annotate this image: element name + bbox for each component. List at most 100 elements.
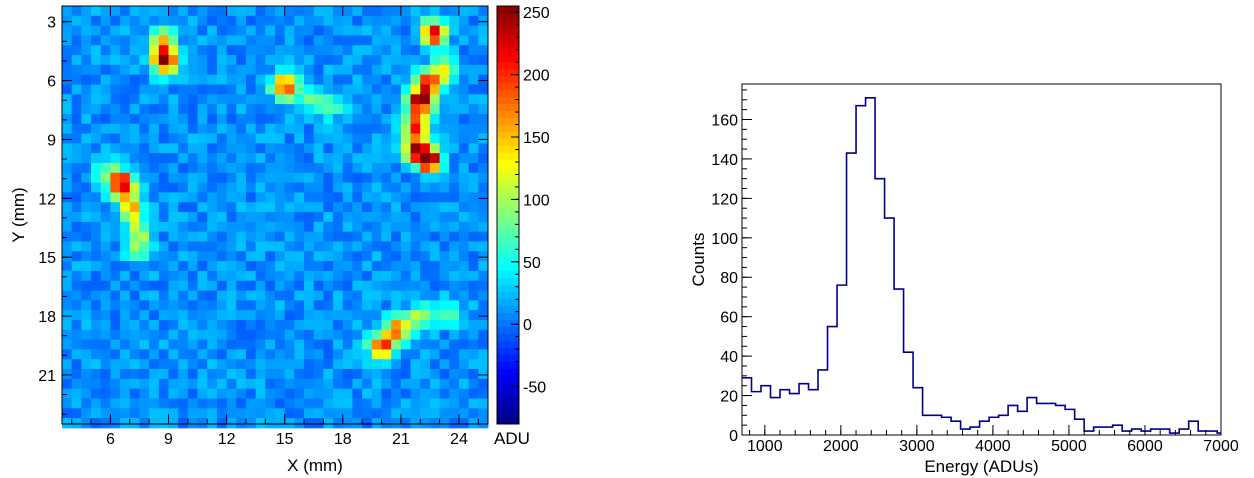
heatmap-cell xyxy=(62,241,73,252)
heatmap-cell xyxy=(449,329,460,341)
heatmap-cell xyxy=(323,162,334,174)
heatmap-y-axis-label: Y (mm) xyxy=(9,187,28,242)
heatmap-cell xyxy=(313,408,324,419)
heatmap-cell xyxy=(139,182,150,193)
heatmap-cell xyxy=(71,280,82,291)
heatmap-cell xyxy=(458,15,470,27)
heatmap-cell xyxy=(410,162,421,174)
heatmap-cell xyxy=(381,251,392,262)
heatmap-cell xyxy=(410,398,421,409)
heatmap-cell xyxy=(304,369,315,380)
heatmap-cell xyxy=(139,6,150,17)
heatmap-cell xyxy=(333,359,344,370)
heatmap-cell xyxy=(255,25,266,36)
heatmap-cell xyxy=(255,418,266,429)
heatmap-cell xyxy=(71,378,82,390)
heatmap-cell xyxy=(129,25,140,36)
heatmap-cell xyxy=(342,319,353,331)
heatmap-cell xyxy=(439,290,450,301)
heatmap-cell xyxy=(178,221,189,233)
heatmap-cell xyxy=(323,261,334,272)
heatmap-cell xyxy=(478,241,489,252)
heatmap-cell xyxy=(362,212,373,223)
heatmap-cell xyxy=(371,113,382,125)
heatmap-cell xyxy=(110,300,121,311)
heatmap-cell xyxy=(62,172,73,184)
heatmap-cell xyxy=(342,369,353,380)
heatmap-cell xyxy=(352,162,363,174)
heatmap-cell xyxy=(391,212,402,223)
heatmap-cell xyxy=(313,162,324,174)
heatmap-cell xyxy=(400,251,411,262)
heatmap-cell xyxy=(410,74,421,85)
heatmap-cell xyxy=(226,280,237,291)
histogram-y-tick-label: 100 xyxy=(711,231,738,248)
heatmap-cell xyxy=(236,133,247,144)
heatmap-cell xyxy=(207,349,218,360)
heatmap-cell xyxy=(323,64,334,76)
heatmap-cell xyxy=(352,143,363,154)
heatmap-cell xyxy=(62,15,73,27)
heatmap-cell xyxy=(362,104,373,115)
colorbar-segment xyxy=(497,382,519,390)
heatmap-cell xyxy=(352,202,363,213)
heatmap-cell xyxy=(187,388,198,399)
heatmap-cell xyxy=(478,192,489,203)
heatmap-cell xyxy=(245,74,257,85)
heatmap-cell xyxy=(236,182,247,193)
heatmap-cell xyxy=(100,300,111,311)
heatmap-cell xyxy=(71,113,82,125)
colorbar-segment xyxy=(497,47,519,56)
heatmap-cell xyxy=(304,349,315,360)
heatmap-cell xyxy=(410,64,421,76)
heatmap-cell xyxy=(284,418,295,429)
heatmap-cell xyxy=(468,6,479,17)
colorbar-segment xyxy=(497,277,519,286)
heatmap-cell xyxy=(410,192,421,203)
heatmap-cell xyxy=(168,113,179,125)
heatmap-cell xyxy=(207,270,218,282)
heatmap-cell xyxy=(265,123,276,134)
heatmap-cell xyxy=(284,280,295,291)
heatmap-cell xyxy=(168,55,179,66)
heatmap-cell xyxy=(216,270,227,282)
heatmap-cell xyxy=(139,35,150,46)
histogram-x-tick-label: 3000 xyxy=(899,438,935,455)
heatmap-cell xyxy=(371,35,382,46)
heatmap-cell xyxy=(255,35,266,46)
heatmap-cell xyxy=(275,408,286,419)
heatmap-cell xyxy=(100,212,111,223)
heatmap-cell xyxy=(226,94,237,105)
heatmap-cell xyxy=(81,94,92,105)
heatmap-cell xyxy=(371,231,382,242)
histogram-x-tick-label: 7000 xyxy=(1203,438,1239,455)
heatmap-cell xyxy=(478,45,489,56)
heatmap-cell xyxy=(255,45,266,56)
heatmap-cell xyxy=(187,300,198,311)
heatmap-cell xyxy=(255,202,266,213)
heatmap-cell xyxy=(216,153,227,164)
heatmap-cell xyxy=(420,162,431,174)
heatmap-cell xyxy=(158,231,169,242)
heatmap-cell xyxy=(323,369,334,380)
heatmap-cell xyxy=(139,162,150,174)
heatmap-cell xyxy=(120,251,131,262)
heatmap-cell xyxy=(139,84,150,95)
heatmap-cell xyxy=(149,349,160,360)
heatmap-cell xyxy=(439,182,450,193)
heatmap-cell xyxy=(449,25,460,36)
heatmap-cell xyxy=(265,212,276,223)
heatmap-cell xyxy=(226,55,237,66)
heatmap-cell xyxy=(139,64,150,76)
heatmap-cell xyxy=(304,94,315,105)
heatmap-cell xyxy=(294,192,305,203)
heatmap-cell xyxy=(391,64,402,76)
heatmap-cell xyxy=(168,378,179,390)
heatmap-cell xyxy=(362,74,373,85)
heatmap-cell xyxy=(149,6,160,17)
heatmap-cell xyxy=(91,408,102,419)
heatmap-cell xyxy=(294,153,305,164)
heatmap-cell xyxy=(313,221,324,233)
heatmap-cell xyxy=(352,388,363,399)
heatmap-cell xyxy=(381,113,392,125)
